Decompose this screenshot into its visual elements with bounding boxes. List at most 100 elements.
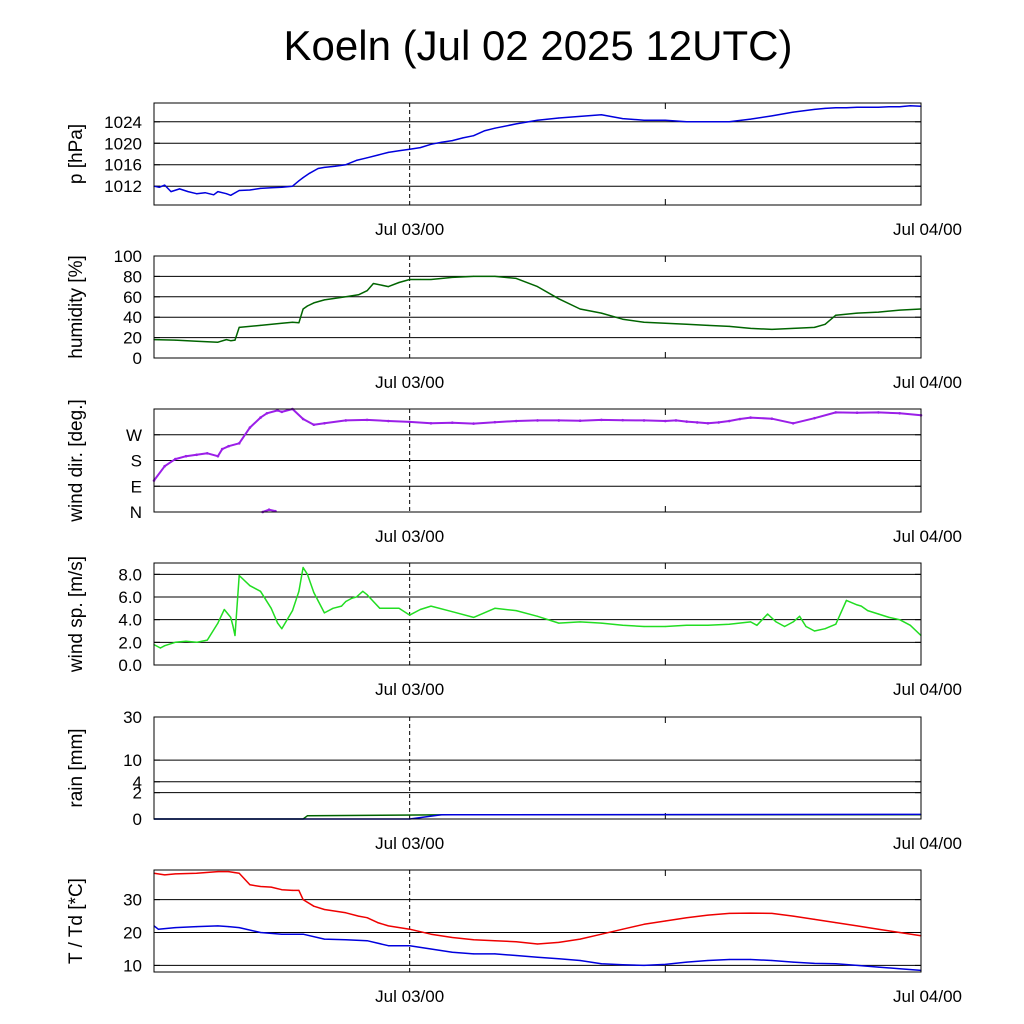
data-point (249, 585, 251, 587)
data-point (515, 277, 517, 280)
data-point (835, 314, 837, 316)
data-point (230, 616, 232, 619)
data-point (196, 193, 198, 195)
data-point (366, 157, 368, 159)
data-point (259, 187, 262, 189)
data-point (409, 945, 411, 947)
data-point (707, 959, 709, 962)
data-point (451, 139, 453, 142)
data-point (756, 624, 758, 626)
panel-frame (153, 562, 922, 666)
data-point (899, 309, 901, 311)
data-point (622, 117, 624, 120)
data-point (232, 624, 234, 626)
data-point (184, 454, 188, 458)
data-point (174, 339, 176, 341)
data-point (600, 963, 603, 965)
data-point (536, 943, 539, 945)
data-point (877, 311, 879, 313)
y-tick-label: 4 (133, 773, 142, 792)
data-point (834, 411, 838, 414)
data-point (483, 130, 485, 132)
data-point (767, 613, 769, 615)
data-point (579, 115, 581, 118)
data-point (558, 941, 560, 943)
data-point (366, 594, 368, 596)
data-point (579, 308, 581, 310)
data-point (856, 106, 858, 108)
data-point (237, 442, 241, 445)
data-point (281, 322, 283, 324)
data-point (899, 106, 901, 108)
data-point (664, 419, 667, 423)
data-point (323, 422, 326, 425)
y-axis-label: rain [mm] (66, 728, 87, 807)
data-point (860, 605, 862, 607)
data-point (686, 121, 688, 123)
data-point (738, 417, 742, 421)
x-tick-label: Jul 04/00 (893, 987, 962, 1006)
data-point (899, 968, 901, 970)
data-point (899, 619, 901, 621)
data-point (664, 322, 666, 324)
y-tick-label: 1020 (104, 134, 142, 153)
data-point (174, 926, 176, 929)
data-point (270, 607, 272, 609)
data-point (387, 945, 389, 947)
data-point (379, 607, 381, 609)
data-point (622, 624, 624, 626)
data-point (216, 454, 220, 458)
data-point (472, 275, 475, 277)
data-point (249, 189, 251, 191)
data-point (249, 884, 251, 886)
y-tick-label: 30 (123, 891, 142, 910)
data-point (600, 418, 603, 422)
data-point (313, 905, 315, 907)
data-point (558, 622, 560, 624)
data-point (302, 177, 304, 179)
data-point (340, 605, 343, 607)
data-point (281, 889, 283, 891)
data-point (357, 294, 360, 296)
data-point (312, 423, 316, 427)
data-point (196, 925, 198, 928)
data-point (835, 107, 837, 109)
data-point (813, 630, 816, 632)
y-tick-label: 2 (133, 784, 142, 803)
data-point (291, 185, 294, 187)
y-tick-label: 60 (123, 288, 142, 307)
y-tick-label: 0 (133, 349, 142, 368)
panel-frame (153, 869, 922, 973)
data-point (707, 914, 709, 916)
data-point (695, 421, 699, 424)
y-axis-label: T / Td [*C] (66, 878, 87, 964)
data-series-line (154, 813, 922, 820)
data-point (323, 908, 326, 911)
data-point (302, 933, 304, 935)
data-point (213, 194, 215, 196)
data-point (771, 115, 773, 117)
data-point (366, 917, 368, 919)
data-point (749, 958, 752, 961)
data-point (664, 920, 666, 922)
data-point (835, 623, 837, 625)
x-tick-label: Jul 04/00 (893, 834, 962, 853)
data-point (419, 146, 421, 149)
data-point (579, 959, 581, 962)
x-tick-label: Jul 03/00 (375, 527, 444, 546)
panel-frame (153, 255, 922, 359)
data-point (217, 622, 219, 624)
data-point (600, 312, 603, 314)
data-point (217, 341, 219, 343)
x-tick-label: Jul 04/00 (893, 680, 962, 699)
data-point (600, 114, 603, 116)
data-point (643, 321, 645, 323)
data-point (157, 928, 159, 930)
data-point (579, 938, 581, 940)
y-tick-label: 4.0 (118, 611, 142, 630)
data-point (813, 416, 816, 420)
data-point (784, 625, 786, 628)
data-point (686, 323, 688, 325)
y-tick-label: 10 (123, 751, 142, 770)
data-point (643, 964, 645, 967)
